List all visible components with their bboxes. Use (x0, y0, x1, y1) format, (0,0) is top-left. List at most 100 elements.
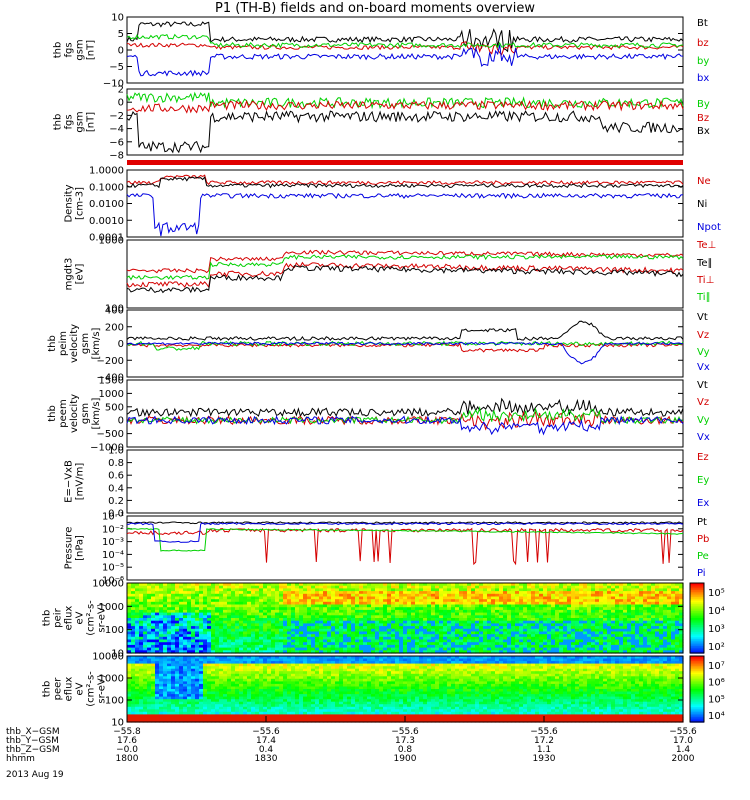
spectrogram-cell (319, 631, 324, 635)
spectrogram-cell (471, 604, 476, 608)
spectrogram-cell (143, 701, 148, 705)
spectrogram-cell (255, 663, 260, 667)
spectrogram-cell (347, 628, 352, 633)
spectrogram-cell (583, 626, 588, 630)
spectrogram-cell (243, 626, 248, 630)
spectrogram-cell (151, 683, 156, 687)
spectrogram-cell (211, 623, 216, 627)
spectrogram-cell (203, 709, 208, 713)
spectrogram-cell (475, 620, 480, 624)
spectrogram-cell (343, 607, 348, 611)
spectrogram-cell (643, 644, 648, 649)
spectrogram-cell (459, 618, 464, 622)
spectrogram-cell (231, 599, 236, 603)
spectrogram-cell (459, 607, 464, 611)
spectrogram-cell (131, 618, 136, 622)
spectrogram-cell (511, 615, 516, 619)
spectrogram-cell (315, 601, 320, 606)
spectrogram-cell (271, 689, 276, 693)
spectrogram-cell (183, 711, 188, 715)
spectrogram-cell (127, 609, 132, 614)
spectrogram-cell (283, 591, 288, 595)
spectrogram-cell (339, 585, 344, 589)
spectrogram-cell (163, 585, 168, 589)
spectrogram-cell (175, 711, 180, 715)
spectrogram-cell (251, 704, 256, 708)
spectrogram-cell (467, 612, 472, 616)
spectrogram-cell (591, 636, 596, 641)
spectrogram-cell (387, 647, 392, 651)
spectrogram-cell (411, 604, 416, 608)
spectrogram-cell (515, 609, 520, 614)
spectrogram-cell (159, 709, 164, 713)
spectrogram-cell (467, 650, 472, 654)
spectrogram-cell (207, 701, 212, 705)
spectrogram-cell (271, 585, 276, 589)
spectrogram-cell (527, 593, 532, 598)
spectrogram-cell (471, 612, 476, 616)
spectrogram-cell (431, 628, 436, 633)
spectrogram-cell (607, 615, 612, 619)
spectrogram-cell (271, 709, 276, 713)
spectrogram-cell (623, 626, 628, 630)
spectrogram-cell (663, 615, 668, 619)
y-axis-label: thbpeirefluxeV(cm²-s-sr-eV) (42, 600, 108, 636)
spectrogram-cell (595, 642, 600, 646)
spectrogram-cell (167, 719, 172, 723)
spectrogram-cell (215, 656, 220, 660)
spectrogram-cell (451, 618, 456, 622)
spectrogram-cell (291, 596, 296, 600)
spectrogram-cell (455, 596, 460, 600)
spectrogram-cell (679, 631, 684, 635)
spectrogram-cell (159, 650, 164, 654)
spectrogram-cell (235, 681, 240, 685)
spectrogram-cell (287, 689, 292, 693)
spectrogram-cell (627, 609, 632, 614)
series-fgs_fac-0 (126, 91, 684, 110)
spectrogram-cell (407, 631, 412, 635)
spectrogram-cell (675, 650, 680, 654)
spectrogram-cell (179, 701, 184, 705)
spectrogram-cell (519, 644, 524, 649)
spectrogram-cell (559, 650, 564, 654)
spectrogram-cell (135, 656, 140, 660)
spectrogram-cell (599, 615, 604, 619)
series-fgs_fac-2 (126, 110, 684, 154)
spectrogram-cell (399, 596, 404, 600)
spectrogram-cell (271, 699, 276, 703)
spectrogram-cell (647, 631, 652, 635)
spectrogram-cell (243, 647, 248, 651)
spectrogram-cell (155, 647, 160, 651)
spectrogram-cell (295, 681, 300, 685)
spectrogram-cell (283, 585, 288, 589)
spectrogram-cell (159, 599, 164, 603)
spectrogram-cell (211, 683, 216, 687)
spectrogram-cell (139, 696, 144, 700)
spectrogram-cell (135, 663, 140, 667)
spectrogram-cell (667, 601, 672, 606)
spectrogram-cell (523, 591, 528, 595)
spectrogram-cell (491, 604, 496, 608)
spectrogram-cell (203, 701, 208, 705)
spectrogram-cell (671, 609, 676, 614)
spectrogram-cell (543, 631, 548, 635)
spectrogram-cell (523, 599, 528, 603)
spectrogram-cell (167, 591, 172, 595)
y-axis-label: mgdt3[eV] (64, 258, 86, 291)
spectrogram-cell (135, 650, 140, 654)
spectrogram-cell (323, 634, 328, 638)
spectrogram-cell (211, 681, 216, 685)
spectrogram-cell (639, 599, 644, 603)
spectrogram-cell (135, 644, 140, 649)
spectrogram-cell (599, 596, 604, 600)
spectrogram-cell (599, 604, 604, 608)
spectrogram-cell (595, 607, 600, 611)
spectrogram-cell (363, 609, 368, 614)
spectrogram-cell (523, 620, 528, 624)
spectrogram-cell (279, 681, 284, 685)
spectrogram-cell (547, 601, 552, 606)
spectrogram-cell (139, 691, 144, 695)
spectrogram-cell (199, 588, 204, 592)
spectrogram-cell (647, 591, 652, 595)
spectrogram-cell (583, 647, 588, 651)
